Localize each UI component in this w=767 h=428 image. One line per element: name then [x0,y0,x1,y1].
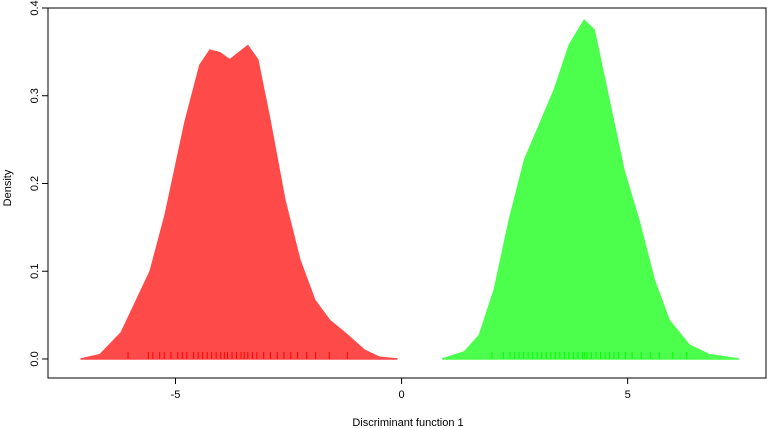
y-tick-label: 0.3 [29,88,41,103]
x-axis-label: Discriminant function 1 [352,417,463,428]
y-tick-label: 0.0 [29,351,41,366]
x-tick-label: 5 [625,389,631,401]
y-axis-label: Density [2,169,14,206]
density-area [442,19,740,360]
x-tick-label: 0 [399,389,405,401]
density-area [80,44,398,360]
y-tick-label: 0.4 [29,0,41,15]
plot-frame [47,7,767,379]
y-tick-label: 0.2 [29,176,41,191]
y-tick-label: 0.1 [29,264,41,279]
x-tick-label: -5 [171,389,181,401]
